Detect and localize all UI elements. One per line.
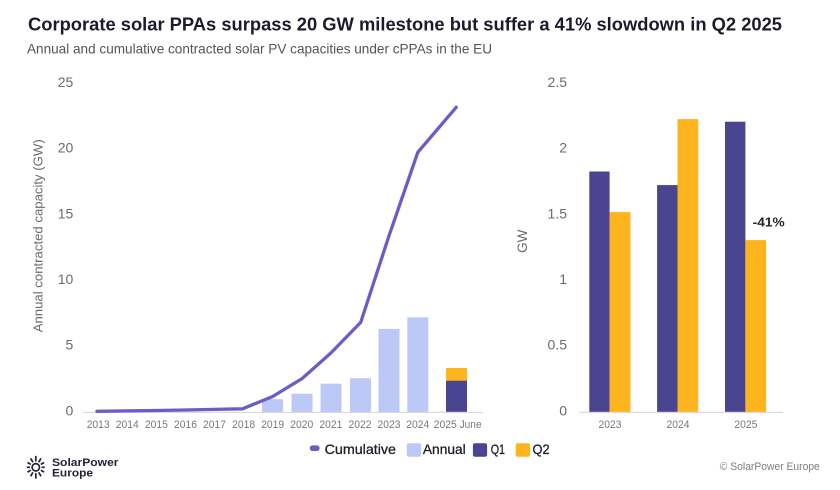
svg-text:0.5: 0.5 bbox=[548, 337, 568, 353]
svg-text:-41%: -41% bbox=[753, 216, 785, 230]
svg-text:2015: 2015 bbox=[145, 419, 168, 431]
svg-text:2021: 2021 bbox=[319, 419, 342, 431]
svg-text:2.5: 2.5 bbox=[548, 74, 568, 90]
svg-text:2: 2 bbox=[559, 140, 567, 156]
svg-text:© SolarPower Europe: © SolarPower Europe bbox=[720, 461, 820, 473]
svg-text:2014: 2014 bbox=[116, 419, 139, 431]
svg-text:2018: 2018 bbox=[232, 419, 255, 431]
svg-text:2025: 2025 bbox=[434, 419, 457, 431]
svg-text:25: 25 bbox=[58, 74, 74, 90]
svg-text:2013: 2013 bbox=[87, 419, 110, 431]
svg-text:2023: 2023 bbox=[378, 419, 401, 431]
svg-text:2024: 2024 bbox=[667, 419, 690, 431]
svg-text:Cumulative: Cumulative bbox=[325, 441, 397, 457]
svg-text:2017: 2017 bbox=[203, 419, 226, 431]
svg-text:0: 0 bbox=[559, 402, 567, 418]
svg-text:SolarPower: SolarPower bbox=[52, 457, 119, 469]
svg-text:June: June bbox=[460, 419, 482, 431]
svg-text:0: 0 bbox=[66, 402, 74, 418]
svg-text:1: 1 bbox=[559, 271, 567, 287]
svg-text:2022: 2022 bbox=[349, 419, 372, 431]
svg-text:10: 10 bbox=[58, 271, 74, 287]
svg-text:Annual contracted capacity (GW: Annual contracted capacity (GW) bbox=[31, 139, 46, 332]
svg-text:1.5: 1.5 bbox=[548, 205, 568, 221]
svg-text:2016: 2016 bbox=[174, 419, 197, 431]
svg-text:2019: 2019 bbox=[261, 419, 284, 431]
svg-text:Q1: Q1 bbox=[491, 441, 505, 457]
svg-text:Europe: Europe bbox=[52, 467, 93, 479]
svg-text:2020: 2020 bbox=[290, 419, 313, 431]
svg-text:5: 5 bbox=[66, 337, 74, 353]
svg-text:Annual: Annual bbox=[423, 441, 466, 457]
svg-text:Corporate solar PPAs surpass 2: Corporate solar PPAs surpass 20 GW miles… bbox=[28, 14, 782, 35]
svg-text:Annual and cumulative contract: Annual and cumulative contracted solar P… bbox=[27, 41, 492, 57]
svg-text:20: 20 bbox=[58, 140, 74, 156]
svg-text:GW: GW bbox=[515, 229, 530, 253]
svg-text:2025: 2025 bbox=[734, 419, 757, 431]
svg-text:15: 15 bbox=[58, 205, 74, 221]
svg-text:Q2: Q2 bbox=[533, 441, 550, 457]
svg-text:2023: 2023 bbox=[599, 419, 622, 431]
svg-text:2024: 2024 bbox=[406, 419, 429, 431]
